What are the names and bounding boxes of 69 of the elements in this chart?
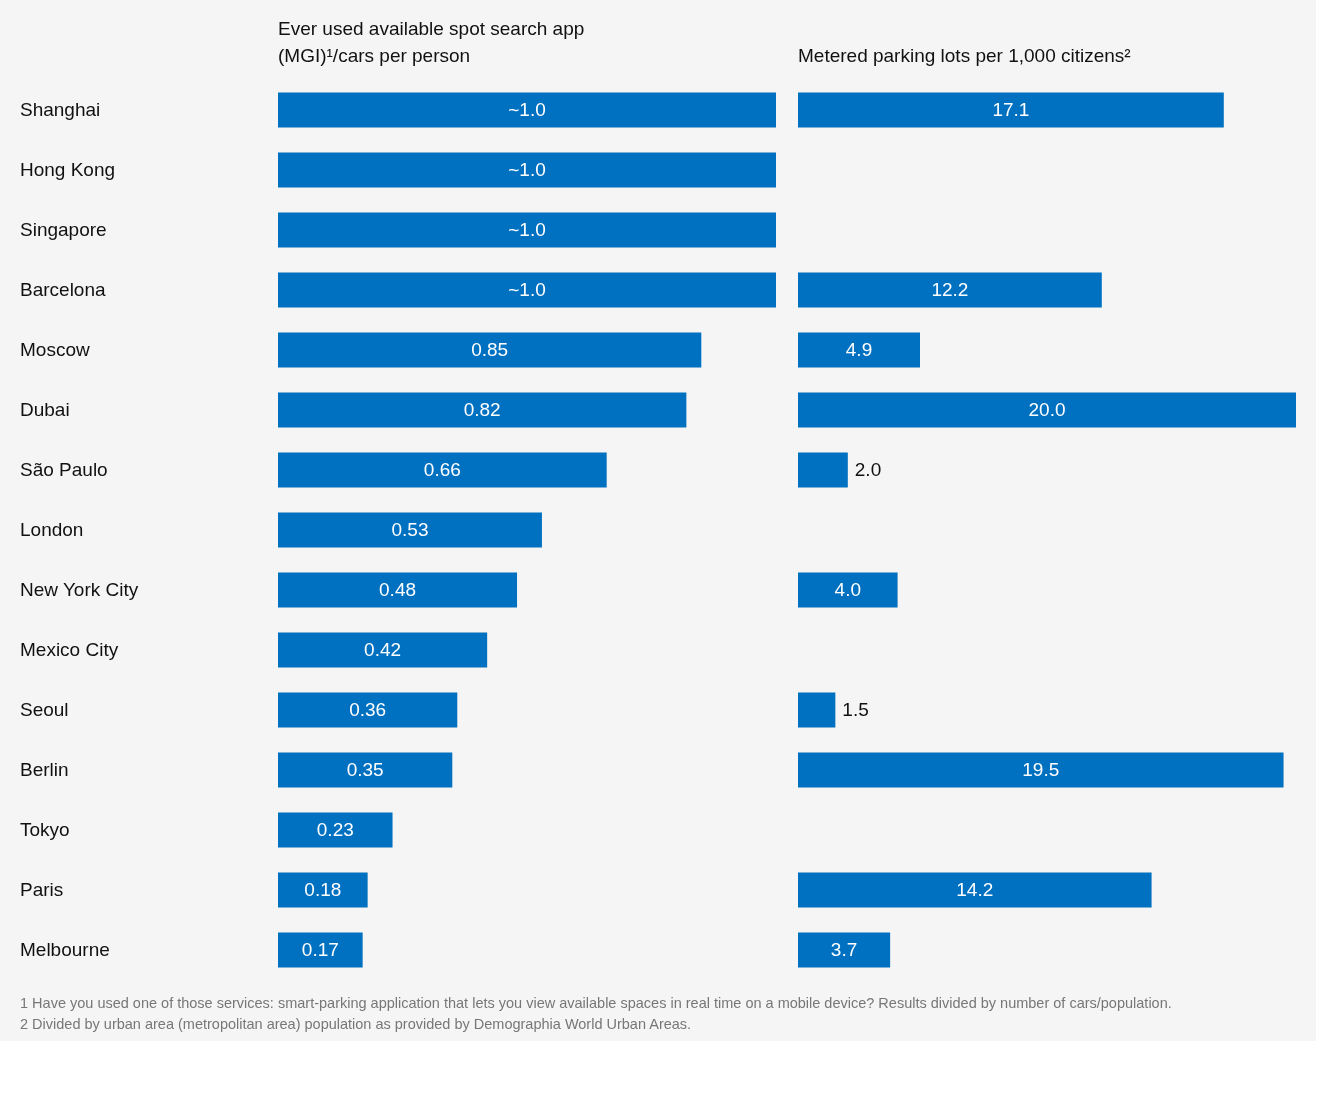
chart-title: Metered parking lots per 1,000 citizens² bbox=[798, 45, 1131, 66]
bar bbox=[278, 212, 776, 248]
bar bbox=[278, 92, 776, 128]
bar bbox=[798, 572, 898, 608]
bar bbox=[798, 92, 1224, 128]
data-label: ~1.0 bbox=[508, 99, 546, 120]
text: 2 Divided by urban area (metropolitan area) population as provided by Demographia World Urban Areas. bbox=[20, 1015, 692, 1032]
y-tick-label: Mexico City bbox=[20, 639, 119, 660]
chart-title: Ever used available spot search app (MGI)¹/cars per person bbox=[278, 18, 585, 66]
y-tick-label: Seoul bbox=[20, 699, 69, 720]
data-label: 0.85 bbox=[471, 339, 509, 360]
data-label: 0.48 bbox=[379, 579, 417, 600]
y-tick-label: Singapore bbox=[20, 219, 107, 240]
data-label: 14.2 bbox=[956, 879, 994, 900]
data-label: ~1.0 bbox=[508, 159, 546, 180]
data-label: 2.0 bbox=[854, 459, 882, 480]
bar bbox=[278, 512, 542, 548]
data-label: 1.5 bbox=[842, 699, 869, 720]
y-tick-label: Shanghai bbox=[20, 99, 101, 120]
y-tick-label: Hong Kong bbox=[20, 159, 116, 180]
data-label: 0.23 bbox=[316, 819, 354, 840]
y-tick-label: Tokyo bbox=[20, 819, 70, 840]
data-label: 3.7 bbox=[830, 939, 858, 960]
data-label: ~1.0 bbox=[508, 279, 546, 300]
bar bbox=[278, 932, 363, 968]
y-tick-label: New York City bbox=[20, 579, 139, 600]
bar bbox=[278, 452, 607, 488]
bar bbox=[278, 812, 393, 848]
y-tick-label: Dubai bbox=[20, 399, 70, 420]
data-label: 12.2 bbox=[931, 279, 969, 300]
y-tick-label: Paris bbox=[20, 879, 64, 900]
y-tick-label: Melbourne bbox=[20, 939, 110, 960]
bar bbox=[278, 152, 776, 188]
bar bbox=[798, 392, 1296, 428]
bar bbox=[278, 692, 458, 728]
data-label: 0.42 bbox=[364, 639, 402, 660]
bar bbox=[278, 392, 687, 428]
data-label: 0.18 bbox=[304, 879, 342, 900]
data-label: 4.0 bbox=[834, 579, 862, 600]
text: 1 Have you used one of those services: smart-parking application that lets you view available spaces in real time on a mobile device? Results divided by number of cars/population. bbox=[20, 994, 1172, 1011]
bar bbox=[798, 752, 1284, 788]
data-label: ~1.0 bbox=[508, 219, 546, 240]
data-label: 20.0 bbox=[1028, 399, 1066, 420]
bar bbox=[278, 632, 488, 668]
bar bbox=[798, 452, 848, 488]
bar bbox=[798, 272, 1102, 308]
bar bbox=[278, 272, 776, 308]
bar bbox=[278, 752, 453, 788]
y-tick-label: Moscow bbox=[20, 339, 90, 360]
y-tick-label: Barcelona bbox=[20, 279, 106, 300]
bar bbox=[798, 932, 891, 968]
data-label: 0.53 bbox=[391, 519, 429, 540]
data-label: 4.9 bbox=[845, 339, 873, 360]
y-tick-label: London bbox=[20, 519, 84, 540]
data-label: 0.17 bbox=[301, 939, 339, 960]
bar bbox=[798, 692, 836, 728]
y-tick-label: Berlin bbox=[20, 759, 69, 780]
data-label: 0.35 bbox=[346, 759, 384, 780]
y-tick-label: São Paulo bbox=[20, 459, 108, 480]
data-label: 0.36 bbox=[349, 699, 387, 720]
bar bbox=[278, 872, 368, 908]
bar bbox=[278, 332, 702, 368]
data-label: 0.82 bbox=[463, 399, 501, 420]
bar bbox=[798, 872, 1152, 908]
bar bbox=[798, 332, 921, 368]
bar bbox=[278, 572, 518, 608]
data-label: 17.1 bbox=[992, 99, 1030, 120]
data-label: 19.5 bbox=[1022, 759, 1060, 780]
data-label: 0.66 bbox=[423, 459, 461, 480]
